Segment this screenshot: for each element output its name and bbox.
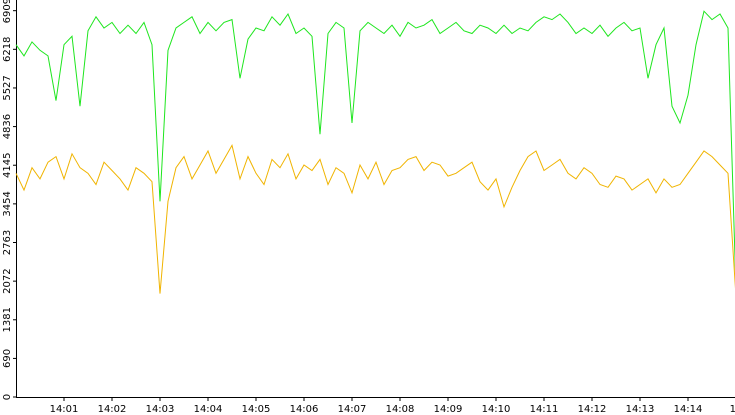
x-tick-label: 14:05 [242,404,271,415]
x-tick-label: 14:14 [674,404,703,415]
x-tick-label: 14:12 [578,404,607,415]
y-tick-label: 4836 [2,114,13,139]
x-tick-label: 14:06 [290,404,319,415]
y-tick-label: 4145 [2,153,13,178]
y-tick-label: 690 [2,349,13,368]
x-tick-label: 14:10 [482,404,511,415]
y-tick-label: 2072 [2,268,13,293]
x-tick-label: 14:13 [626,404,655,415]
y-tick-label: 2763 [2,230,13,255]
y-tick-label: 3454 [2,191,13,216]
y-tick-label: 1381 [2,307,13,332]
x-tick-label: 14:03 [146,404,175,415]
x-tick-label: 14:04 [194,404,223,415]
y-tick-label: 0 [2,394,13,400]
x-tick-label: 14:02 [98,404,127,415]
series-line [15,10,735,275]
x-tick-label: 14:09 [434,404,463,415]
y-tick-label: 6218 [2,37,13,62]
y-tick-label: 5527 [2,75,13,100]
x-tick-label: 14 [730,404,735,415]
x-tick-label: 14:08 [386,404,415,415]
x-tick-label: 14:07 [338,404,367,415]
y-tick-label: 6909 [2,0,13,23]
x-tick-label: 14:01 [50,404,79,415]
x-tick-label: 14:11 [530,404,559,415]
series-line [15,144,735,294]
